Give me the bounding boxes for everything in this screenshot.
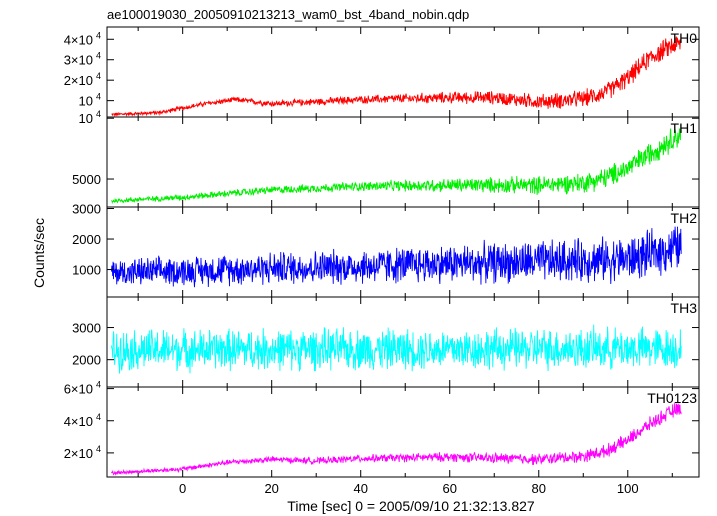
- panel-frame: [106, 206, 700, 298]
- chart-title: ae100019030_20050910213213_wam0_bst_4ban…: [107, 7, 469, 22]
- panel-th2: 1000 2000 3000 TH2: [72, 202, 700, 298]
- series-line-th0: [111, 36, 682, 117]
- panel-label: TH0123: [647, 390, 697, 406]
- x-tick-label: 0: [179, 481, 186, 496]
- y-tick-label: 2×10: [64, 73, 93, 88]
- panel-label: TH3: [671, 300, 698, 316]
- y-tick-exponent: 4: [96, 51, 101, 61]
- panel-th0: 10 42×10 43×10 44×10 4 TH0: [64, 26, 700, 118]
- y-tick-exponent: 4: [96, 380, 101, 390]
- x-tick-label: 20: [264, 481, 278, 496]
- y-tick-label: 3×10: [64, 53, 93, 68]
- y-tick-exponent: 4: [96, 71, 101, 81]
- y-tick-label: 2×10: [64, 446, 93, 461]
- y-tick-label: 4×10: [64, 32, 93, 47]
- panel-th3: 2000 3000 TH3: [72, 296, 700, 388]
- y-tick-label: 2000: [72, 232, 101, 247]
- x-tick-label: 100: [617, 481, 639, 496]
- panel-frame: [106, 116, 700, 208]
- y-tick-label: 4×10: [64, 414, 93, 429]
- panel-frame: [106, 386, 700, 478]
- panel-label: TH1: [671, 120, 698, 136]
- series-line-th1: [111, 124, 682, 205]
- panel-label: TH0: [671, 30, 698, 46]
- y-tick-label: 5000: [72, 172, 101, 187]
- y-tick-exponent: 4: [96, 444, 101, 454]
- series-line-th3: [111, 324, 682, 374]
- y-tick-label: 10: [79, 111, 93, 126]
- y-tick-exponent: 4: [96, 30, 101, 40]
- x-tick-label: 60: [443, 481, 457, 496]
- y-tick-label: 3000: [72, 321, 101, 336]
- series-line-th0123: [111, 403, 682, 476]
- panel-label: TH2: [671, 210, 698, 226]
- y-tick-label: 3000: [72, 202, 101, 217]
- x-axis-label: Time [sec] 0 = 2005/09/10 21:32:13.827: [287, 498, 535, 514]
- x-axis: 0 20 40 60 80 100: [179, 481, 639, 496]
- panel-frame: [106, 26, 700, 118]
- y-tick-label: 10: [79, 94, 93, 109]
- y-tick-exponent: 4: [96, 109, 101, 119]
- panel-th1: 5000 10 4 TH1: [72, 109, 700, 208]
- y-tick-exponent: 4: [96, 412, 101, 422]
- y-tick-label: 1000: [72, 263, 101, 278]
- x-tick-label: 40: [353, 481, 367, 496]
- y-tick-label: 6×10: [64, 382, 93, 397]
- y-tick-exponent: 4: [96, 92, 101, 102]
- y-tick-label: 2000: [72, 353, 101, 368]
- x-tick-label: 80: [532, 481, 546, 496]
- y-axis-label: Counts/sec: [31, 218, 47, 288]
- series-line-th2: [111, 226, 682, 288]
